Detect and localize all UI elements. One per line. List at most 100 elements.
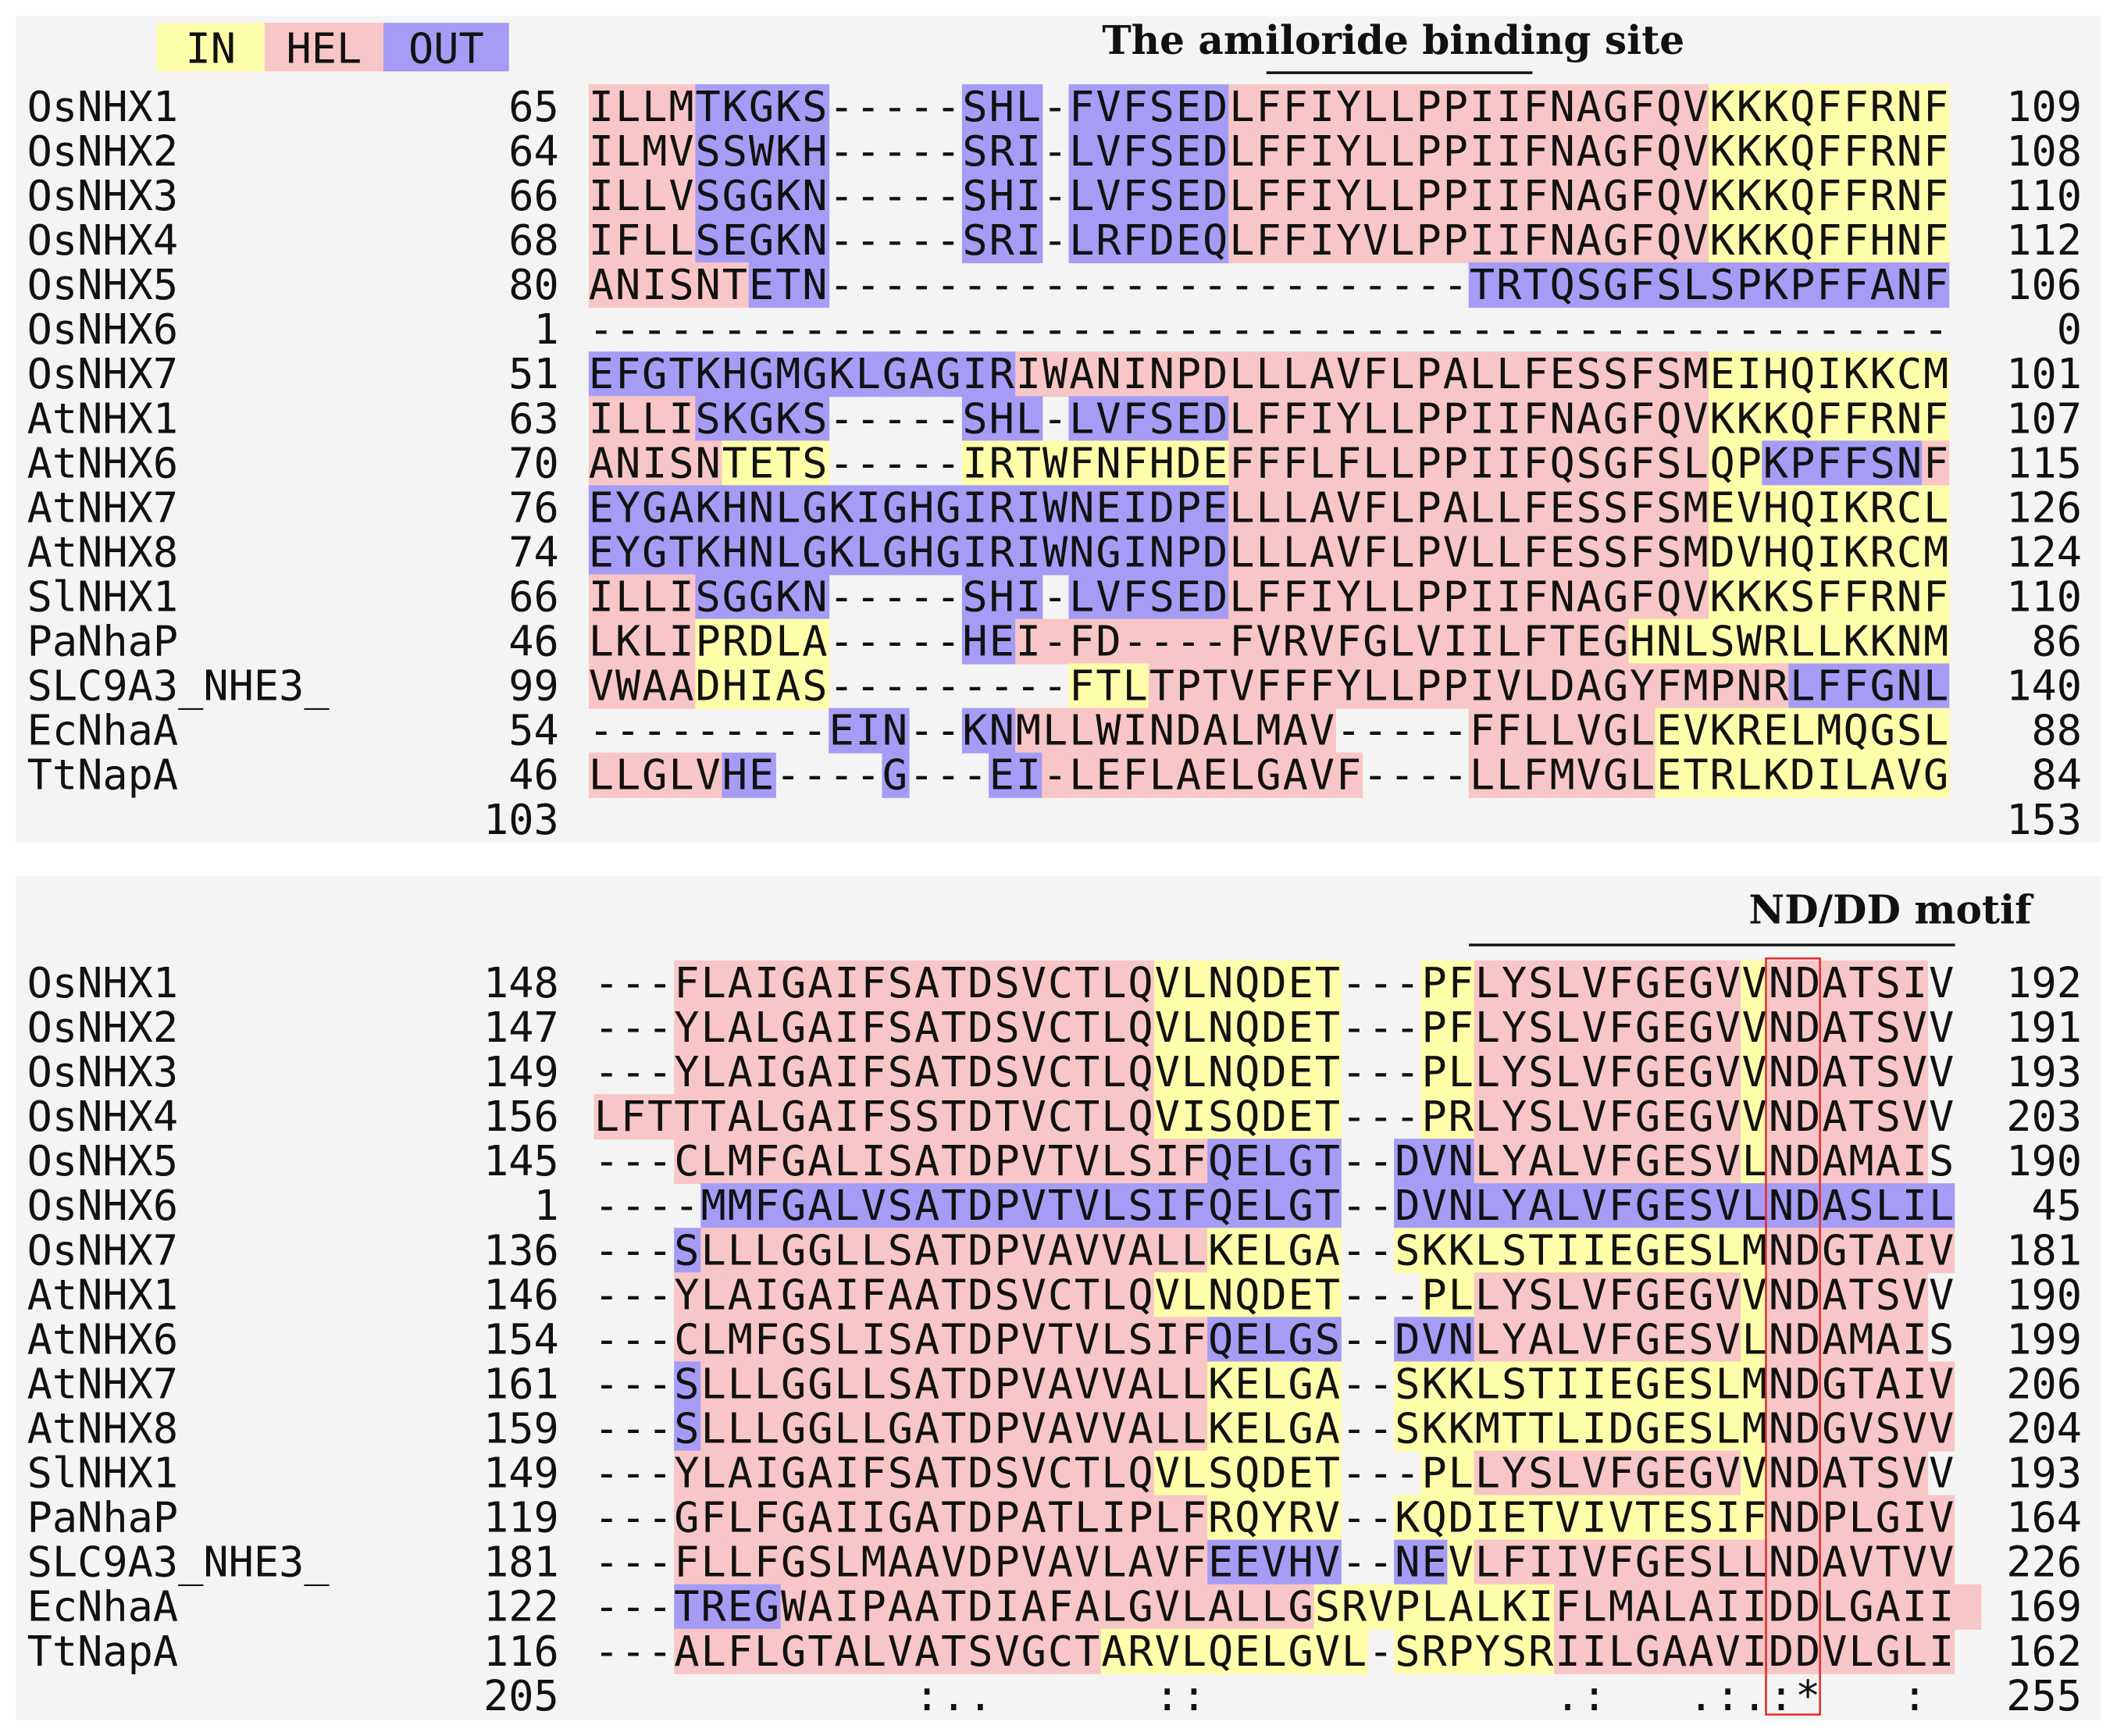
legend-swatch — [383, 23, 509, 72]
topology-cell — [1281, 752, 1310, 798]
topology-cell — [1500, 1139, 1528, 1185]
topology-cell — [1335, 529, 1363, 576]
topology-cell — [1074, 960, 1102, 1007]
topology-cell — [1015, 128, 1043, 174]
topology-cell — [615, 84, 643, 130]
topology-cell — [1655, 84, 1683, 130]
topology-cell — [1180, 1317, 1209, 1363]
topology-cell — [1794, 1050, 1822, 1096]
topology-cell — [1021, 1272, 1049, 1318]
topology-cell — [1180, 1628, 1209, 1674]
topology-cell — [668, 262, 697, 308]
sequence: LLGLVHE----G---EI-LEFLAELGAVF----LLFMVGL… — [589, 750, 1948, 800]
topology-cell — [1868, 618, 1897, 665]
topology-cell — [1581, 1361, 1609, 1407]
topology-cell — [1255, 351, 1283, 397]
topology-cell — [1681, 440, 1710, 487]
end-position: 199 — [2006, 1314, 2082, 1363]
topology-cell — [1175, 351, 1203, 397]
topology-cell — [1074, 1183, 1102, 1229]
end-position: 101 — [2006, 349, 2082, 398]
topology-cell — [1281, 529, 1310, 576]
topology-cell — [1927, 1628, 1955, 1674]
topology-cell — [1788, 618, 1816, 665]
topology-cell — [1602, 574, 1630, 620]
sequence: ANISNTETS-----IRTWFNFHDEFFFLFLLPPIIFQSGF… — [589, 438, 1948, 487]
sequence-name: OsNHX6 — [27, 1181, 179, 1230]
topology-cell — [1628, 396, 1656, 442]
topology-cell — [1527, 1539, 1556, 1585]
topology-cell — [722, 84, 750, 130]
topology-cell — [1922, 752, 1950, 798]
topology-cell — [1607, 1228, 1635, 1274]
topology-cell — [1202, 173, 1230, 219]
sequence-name: OsNHX1 — [27, 958, 179, 1007]
topology-cell — [989, 440, 1017, 487]
topology-cell — [1521, 529, 1550, 576]
topology-cell — [754, 1539, 782, 1585]
topology-cell — [1153, 1004, 1182, 1051]
topology-cell — [1468, 262, 1496, 308]
topology-cell — [668, 128, 697, 174]
topology-cell — [1602, 173, 1630, 219]
topology-cell — [695, 218, 723, 264]
topology-cell — [1420, 1539, 1449, 1585]
topology-cell — [940, 1050, 968, 1096]
topology-cell — [1602, 262, 1630, 308]
topology-cell — [1820, 1406, 1848, 1452]
topology-cell — [1335, 618, 1363, 665]
topology-cell — [1735, 440, 1763, 487]
topology-cell — [1180, 1361, 1209, 1407]
topology-cell — [1415, 84, 1443, 130]
topology-cell — [754, 1317, 782, 1363]
topology-cell — [1468, 485, 1496, 531]
end-position: 109 — [2006, 82, 2082, 131]
topology-cell — [1100, 1406, 1128, 1452]
topology-cell — [668, 574, 697, 620]
topology-cell — [967, 1183, 995, 1229]
topology-cell — [834, 1004, 862, 1051]
topology-cell — [748, 485, 776, 531]
topology-cell — [1495, 752, 1524, 798]
topology-cell — [1873, 1094, 1901, 1140]
topology-cell — [1362, 663, 1390, 709]
topology-cell — [588, 396, 617, 442]
topology-cell — [1447, 1628, 1475, 1674]
topology-cell — [1575, 708, 1603, 754]
topology-cell — [727, 1094, 755, 1140]
topology-cell — [1847, 1050, 1875, 1096]
topology-cell — [1521, 440, 1550, 487]
topology-cell — [1815, 618, 1843, 665]
topology-cell — [887, 1050, 915, 1096]
topology-cell — [989, 396, 1017, 442]
topology-cell — [1708, 440, 1737, 487]
topology-cell — [1175, 173, 1203, 219]
topology-cell — [1234, 1628, 1262, 1674]
topology-cell — [1660, 1628, 1688, 1674]
topology-cell — [1260, 1004, 1288, 1051]
topology-cell — [1681, 663, 1710, 709]
topology-cell — [807, 960, 836, 1007]
start-position: 66 — [508, 572, 559, 621]
topology-cell — [1234, 1450, 1262, 1496]
sequence: ANISNTETN------------------------TRTQSGF… — [589, 260, 1948, 309]
topology-cell — [1735, 752, 1763, 798]
topology-cell — [1762, 574, 1790, 620]
sequence: ILLMTKGKS-----SHL-FVFSEDLFFIYLLPPIIFNAGF… — [589, 82, 1948, 131]
topology-cell — [1495, 708, 1524, 754]
topology-cell — [1788, 485, 1816, 531]
topology-cell — [967, 1139, 995, 1185]
topology-cell — [1815, 84, 1843, 130]
topology-cell — [967, 1004, 995, 1051]
topology-cell — [1153, 1228, 1182, 1274]
topology-cell — [1527, 1094, 1556, 1140]
topology-cell — [1335, 485, 1363, 531]
end-position: 88 — [2032, 706, 2083, 755]
start-position: 1 — [534, 1181, 559, 1230]
topology-cell — [1922, 440, 1950, 487]
topology-cell — [1447, 1584, 1475, 1630]
topology-cell — [1500, 960, 1528, 1007]
topology-cell — [1260, 1628, 1288, 1674]
sequence: ILMVSSWKH-----SRI-LVFSEDLFFIYLLPPIIFNAGF… — [589, 127, 1948, 176]
topology-cell — [1900, 960, 1929, 1007]
